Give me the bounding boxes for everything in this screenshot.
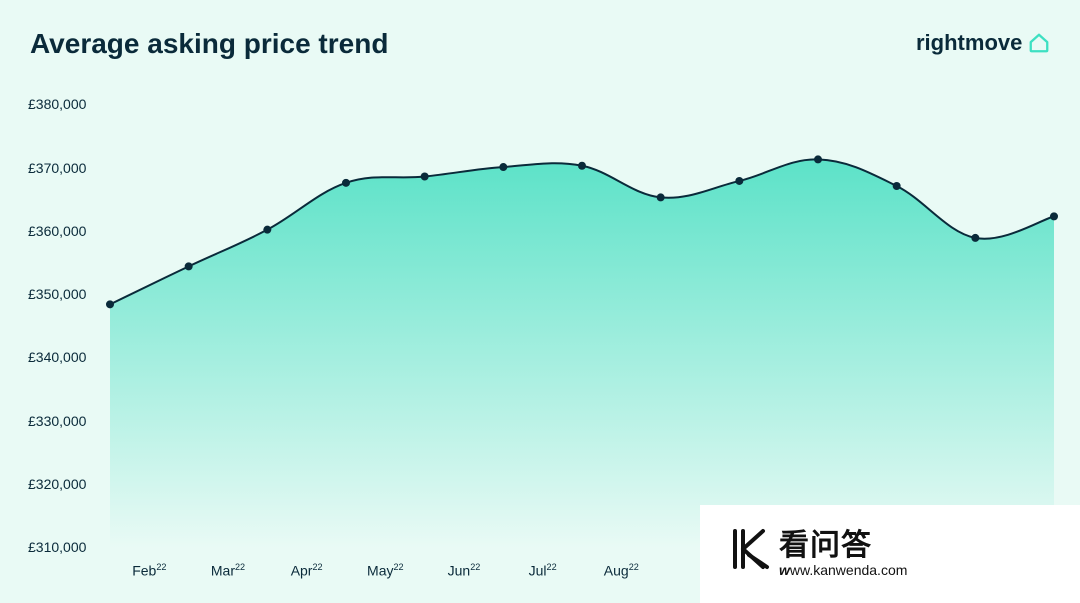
data-point	[185, 262, 193, 270]
data-point	[499, 163, 507, 171]
watermark-url-rest: ww.kanwenda.com	[790, 562, 908, 578]
watermark-url-w: w	[779, 562, 790, 578]
watermark-cn-text: 看问答	[779, 520, 907, 564]
watermark: 看问答www.kanwenda.com	[725, 520, 907, 578]
data-point	[578, 162, 586, 170]
area-fill	[110, 159, 1054, 548]
data-point	[342, 179, 350, 187]
watermark-k-icon	[725, 525, 773, 573]
watermark-url: www.kanwenda.com	[779, 562, 907, 578]
data-point	[735, 177, 743, 185]
page-root: Average asking price trendrightmove £380…	[0, 0, 1080, 603]
data-point	[1050, 212, 1058, 220]
data-point	[814, 155, 822, 163]
data-point	[106, 300, 114, 308]
data-point	[893, 182, 901, 190]
data-point	[263, 226, 271, 234]
data-point	[421, 173, 429, 181]
data-point	[971, 234, 979, 242]
data-point	[657, 193, 665, 201]
watermark-text-col: 看问答www.kanwenda.com	[779, 520, 907, 578]
